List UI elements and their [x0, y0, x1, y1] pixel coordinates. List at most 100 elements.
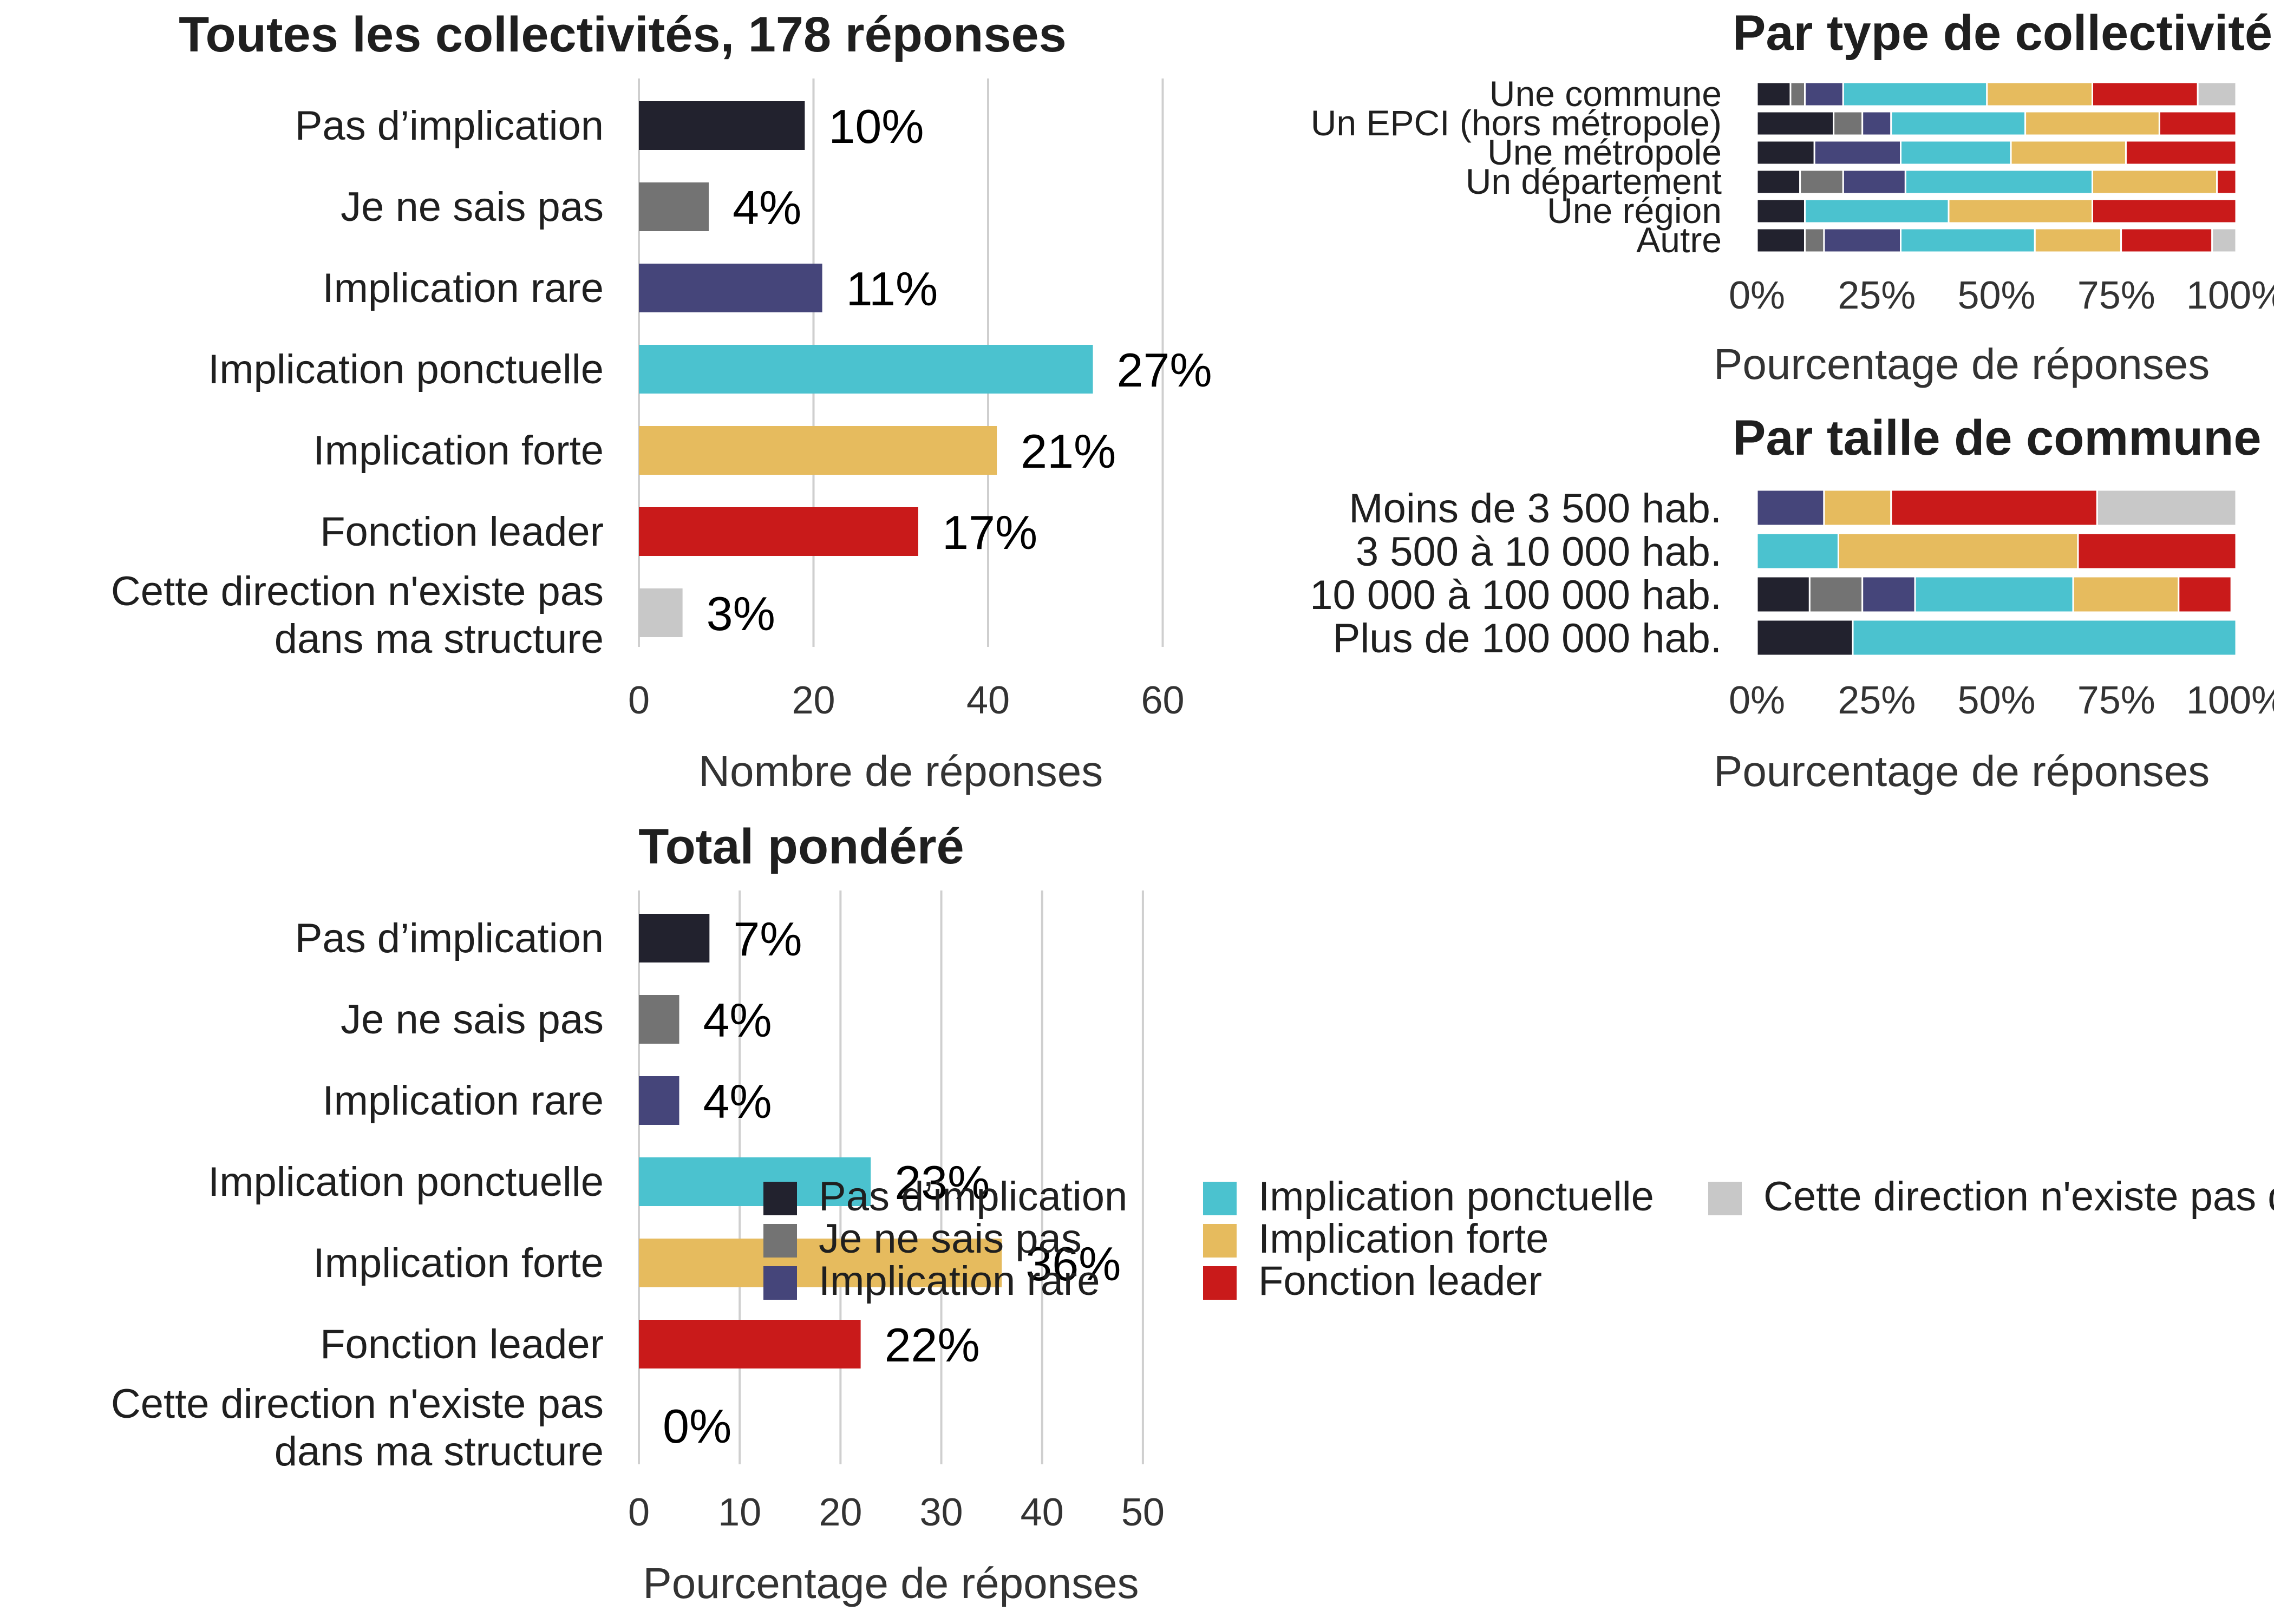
category-label: Je ne sais pas — [341, 997, 604, 1043]
x-tick-label: 100% — [2186, 679, 2274, 722]
data-label: 23% — [894, 1156, 990, 1209]
segment-implication-rare — [1756, 489, 1825, 527]
panel-title: Par taille de commune — [1733, 410, 2262, 466]
segment-implication-rare — [1804, 81, 1844, 107]
category-label: Cette direction n'existe pas dans ma stru… — [111, 1381, 604, 1475]
segment-je-ne-sais-pas — [1808, 575, 1864, 613]
data-label: 10% — [828, 100, 924, 153]
data-label: 27% — [1117, 343, 1212, 397]
bar-implication-rare — [639, 264, 822, 312]
legend-swatch-fonction-leader — [1203, 1266, 1237, 1300]
x-axis-title: Pourcentage de réponses — [643, 1559, 1139, 1607]
category-label: Implication ponctuelle — [208, 1159, 604, 1205]
segment-fonction-leader — [2125, 140, 2237, 166]
x-tick-label: 30 — [919, 1491, 963, 1534]
segment-implication-forte — [1823, 489, 1892, 527]
segment-fonction-leader — [2158, 110, 2237, 136]
legend-swatch-implication-forte — [1203, 1224, 1237, 1258]
x-tick-label: 40 — [966, 679, 1010, 722]
x-axis-title: Pourcentage de réponses — [1714, 340, 2210, 388]
legend-label: Implication ponctuelle — [1258, 1174, 1654, 1220]
bar-je-ne-sais-pas — [639, 182, 709, 231]
legend-label: Je ne sais pas — [819, 1216, 1082, 1262]
legend-label: Fonction leader — [1258, 1258, 1542, 1304]
segment-je-ne-sais-pas — [1833, 110, 1864, 136]
segment-implication-rare — [1861, 575, 1916, 613]
category-label: Un EPCI (hors métropole) — [1311, 103, 1722, 143]
segment-implication-forte — [2072, 575, 2180, 613]
panel-title: Total pondéré — [638, 819, 964, 874]
category-label: Implication forte — [313, 1240, 604, 1286]
segment-je-ne-sais-pas — [1799, 169, 1844, 195]
panel-title: Toutes les collectivités, 178 réponses — [179, 7, 1067, 62]
x-tick-label: 0% — [1729, 274, 1785, 317]
data-label: 22% — [885, 1318, 980, 1372]
segment-pas-implication — [1756, 81, 1792, 107]
bar-implication-forte — [639, 426, 997, 475]
category-label: Implication ponctuelle — [208, 346, 604, 392]
x-tick-label: 50% — [1957, 679, 2035, 722]
category-label: 3 500 à 10 000 hab. — [1356, 529, 1722, 575]
bar-pas-implication — [639, 914, 710, 962]
segment-pas-direction — [2096, 489, 2237, 527]
segment-implication-rare — [1823, 227, 1901, 253]
panel-title: Par type de collectivité — [1733, 5, 2272, 61]
x-tick-label: 60 — [1141, 679, 1184, 722]
segment-pas-implication — [1756, 140, 1815, 166]
data-label: 4% — [703, 993, 772, 1047]
legend-swatch-je-ne-sais-pas — [763, 1224, 797, 1258]
bar-implication-forte — [639, 1239, 1002, 1287]
segment-pas-implication — [1756, 575, 1811, 613]
x-tick-label: 40 — [1021, 1491, 1064, 1534]
segment-fonction-leader — [2092, 198, 2237, 224]
data-label: 4% — [703, 1075, 772, 1128]
bar-implication-rare — [639, 1076, 679, 1125]
data-label: 21% — [1021, 424, 1116, 478]
x-tick-label: 75% — [2077, 679, 2155, 722]
segment-implication-rare — [1813, 140, 1901, 166]
data-label: 36% — [1025, 1237, 1121, 1291]
segment-implication-ponctuelle — [1756, 532, 1839, 570]
legend-swatch-pas-implication — [763, 1182, 797, 1215]
segment-implication-rare — [1842, 169, 1906, 195]
x-tick-label: 0% — [1729, 679, 1785, 722]
segment-implication-ponctuelle — [1900, 227, 2036, 253]
legend-swatch-implication-ponctuelle — [1203, 1182, 1237, 1215]
bar-je-ne-sais-pas — [639, 995, 679, 1044]
legend-label: Implication forte — [1258, 1216, 1548, 1262]
segment-fonction-leader — [2216, 169, 2237, 195]
bar-implication-ponctuelle — [639, 345, 1093, 394]
x-tick-label: 10 — [718, 1491, 761, 1534]
segment-je-ne-sais-pas — [1804, 227, 1825, 253]
category-label: 10 000 à 100 000 hab. — [1310, 572, 1722, 618]
data-label: 0% — [663, 1399, 731, 1453]
segment-implication-forte — [2024, 110, 2160, 136]
legend-label: Cette direction n'existe pas dans ma str… — [1763, 1174, 2274, 1220]
category-label: Pas d’implication — [295, 915, 604, 961]
segment-implication-rare — [1861, 110, 1892, 136]
segment-je-ne-sais-pas — [1789, 81, 1806, 107]
x-tick-label: 25% — [1838, 679, 1916, 722]
segment-pas-direction — [2211, 227, 2237, 253]
x-axis-title: Nombre de réponses — [698, 747, 1103, 795]
x-tick-label: 0 — [628, 679, 650, 722]
category-label: Une métropole — [1487, 132, 1722, 172]
category-label: Une commune — [1489, 74, 1722, 114]
segment-pas-implication — [1756, 169, 1801, 195]
bar-fonction-leader — [639, 507, 918, 556]
segment-implication-forte — [1837, 532, 2079, 570]
bar-fonction-leader — [639, 1320, 861, 1368]
x-tick-label: 0 — [628, 1491, 650, 1534]
x-tick-label: 50% — [1957, 274, 2035, 317]
legend-swatch-pas-direction — [1708, 1182, 1742, 1215]
x-tick-label: 100% — [2186, 274, 2274, 317]
bar-pas-direction — [639, 588, 683, 637]
segment-implication-forte — [1986, 81, 2094, 107]
legend-label: Pas d’implication — [819, 1174, 1127, 1220]
segment-pas-implication — [1756, 619, 1854, 657]
category-label: Implication rare — [322, 265, 604, 311]
segment-fonction-leader — [2120, 227, 2213, 253]
segment-fonction-leader — [2178, 575, 2232, 613]
panel-weighted-total: Total pondéré 0 10 20 30 40 50 Pas d’implicatio… — [111, 819, 1165, 1607]
